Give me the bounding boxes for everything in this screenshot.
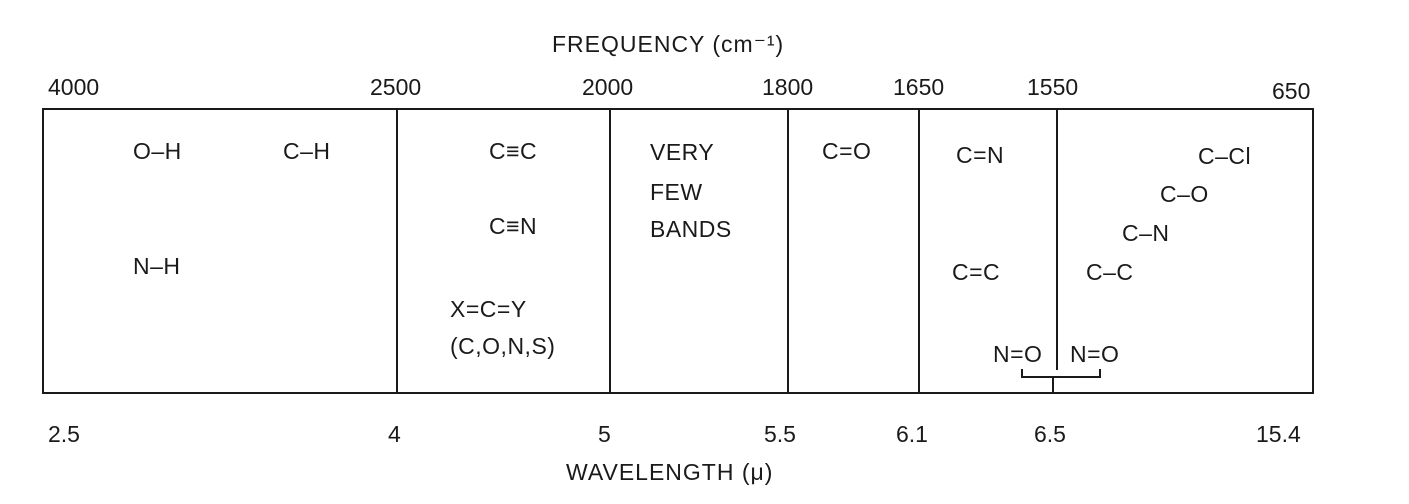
label-c-cl: C–Cl bbox=[1198, 143, 1252, 169]
label-n-double-o-right: N=O bbox=[1070, 341, 1120, 367]
label-n-double-o-left: N=O bbox=[993, 341, 1043, 367]
label-c-double-o: C=O bbox=[822, 138, 872, 164]
divider-1650 bbox=[918, 108, 920, 394]
n-o-bracket bbox=[1021, 369, 1101, 393]
divider-2000 bbox=[609, 108, 611, 394]
spectrum-chart-frame bbox=[42, 108, 1314, 394]
frequency-tick-1550: 1550 bbox=[1027, 74, 1079, 100]
divider-1800 bbox=[787, 108, 789, 394]
label-c-o-n-s: (C,O,N,S) bbox=[450, 333, 556, 359]
label-c-o: C–O bbox=[1160, 181, 1209, 207]
label-c-triple-n: C≡N bbox=[489, 213, 538, 239]
label-bands: BANDS bbox=[650, 216, 732, 242]
label-n-h: N–H bbox=[133, 253, 181, 279]
label-c-double-n: C=N bbox=[956, 142, 1005, 168]
frequency-tick-4000: 4000 bbox=[48, 74, 100, 100]
frequency-axis-title: FREQUENCY (cm⁻¹) bbox=[552, 31, 785, 57]
frequency-tick-650: 650 bbox=[1272, 78, 1311, 104]
wavelength-tick-4: 4 bbox=[388, 421, 401, 447]
label-few: FEW bbox=[650, 179, 703, 205]
wavelength-tick-6.5: 6.5 bbox=[1034, 421, 1066, 447]
label-x-c-y: X=C=Y bbox=[450, 296, 527, 322]
divider-1550 bbox=[1056, 108, 1058, 370]
frequency-tick-1800: 1800 bbox=[762, 74, 814, 100]
frequency-tick-2000: 2000 bbox=[582, 74, 634, 100]
label-c-h: C–H bbox=[283, 138, 331, 164]
label-c-c: C–C bbox=[1086, 259, 1134, 285]
wavelength-tick-6.1: 6.1 bbox=[896, 421, 928, 447]
label-o-h: O–H bbox=[133, 138, 182, 164]
wavelength-axis-title: WAVELENGTH (μ) bbox=[566, 459, 774, 485]
label-very: VERY bbox=[650, 139, 715, 165]
frequency-tick-2500: 2500 bbox=[370, 74, 422, 100]
divider-2500 bbox=[396, 108, 398, 394]
label-c-triple-c: C≡C bbox=[489, 138, 538, 164]
wavelength-tick-5: 5 bbox=[598, 421, 611, 447]
wavelength-tick-5.5: 5.5 bbox=[764, 421, 796, 447]
wavelength-tick-2.5: 2.5 bbox=[48, 421, 80, 447]
wavelength-tick-15.4: 15.4 bbox=[1256, 421, 1301, 447]
frequency-tick-1650: 1650 bbox=[893, 74, 945, 100]
label-c-n: C–N bbox=[1122, 220, 1170, 246]
label-c-double-c: C=C bbox=[952, 259, 1001, 285]
